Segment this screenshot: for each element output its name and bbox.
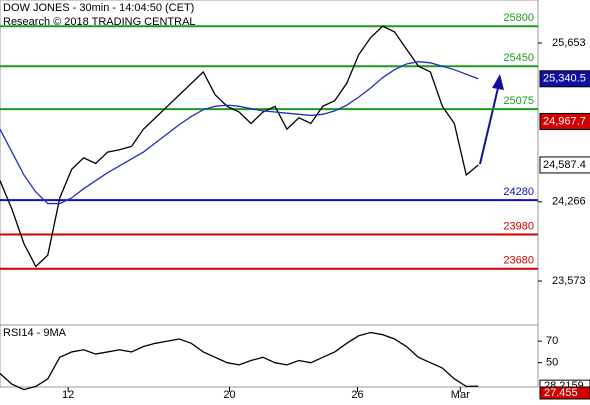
level-label: 23680 — [503, 255, 534, 267]
level-label: 23980 — [503, 220, 534, 232]
rsi-panel — [0, 324, 539, 388]
y-tick-label: 25,653 — [552, 37, 586, 49]
price-line — [0, 61, 479, 205]
price-line — [0, 25, 479, 268]
rsi-line — [0, 331, 479, 391]
price-marker — [539, 112, 590, 130]
x-tick-label: 12 — [62, 389, 74, 400]
x-tick-label: 20 — [223, 389, 235, 400]
level-label: 25800 — [503, 12, 534, 24]
rsi-marker — [539, 386, 590, 400]
y-tick-label: 24,266 — [552, 196, 586, 208]
rsi-title: RSI14 - 9MA — [3, 327, 67, 339]
rsi-tick-label: 70 — [546, 335, 558, 347]
x-tick-label: 26 — [351, 389, 363, 400]
price-marker — [539, 156, 590, 174]
level-label: 24280 — [503, 186, 534, 198]
main-panel — [0, 0, 539, 326]
projection-arrow — [479, 87, 499, 165]
chart-subtitle: Research © 2018 TRADING CENTRAL — [3, 16, 196, 28]
price-marker-label: 24,967.7 — [543, 115, 586, 127]
price-marker — [539, 70, 590, 88]
y-tick-label: 23,573 — [552, 275, 586, 287]
x-tick-label: Mar — [451, 389, 470, 400]
chart-title: DOW JONES - 30min - 14:04:50 (CET) — [3, 2, 194, 14]
level-label: 25075 — [503, 95, 534, 107]
rsi-marker-label: 27.455 — [544, 387, 578, 399]
price-marker-label: 25,340.5 — [543, 73, 586, 85]
price-marker-label: 24,587.4 — [543, 159, 586, 171]
rsi-tick-label: 50 — [546, 357, 558, 369]
arrow-head — [492, 74, 504, 90]
level-label: 25450 — [503, 52, 534, 64]
